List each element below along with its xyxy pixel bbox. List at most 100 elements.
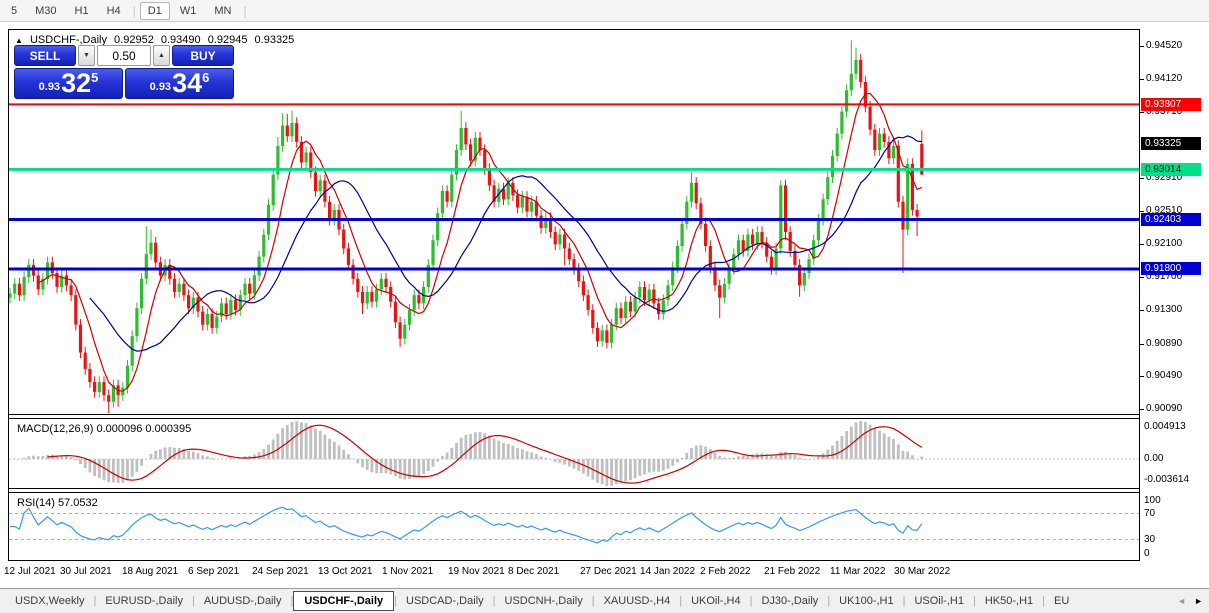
timeframe-button-m30[interactable]: M30 xyxy=(35,4,57,17)
chart-symbol: USDCHF-,Daily xyxy=(29,34,107,46)
price-axis-tick: 0.92510 xyxy=(1139,204,1183,216)
rsi-axis-tick: 0 xyxy=(1144,548,1150,559)
rsi-label: RSI(14) 57.0532 xyxy=(17,497,98,509)
chart-frame: ▲ USDCHF-,Daily 0.92952 0.93490 0.92945 … xyxy=(8,29,1140,561)
macd-axis-tick: 0.00 xyxy=(1144,453,1164,465)
buy-price-base: 0.93 xyxy=(149,81,172,93)
tab-separator: | xyxy=(1042,595,1045,607)
buy-button[interactable]: BUY xyxy=(172,45,234,66)
timeframe-button-mn[interactable]: MN xyxy=(214,4,232,17)
buy-price-pips: 34 xyxy=(172,68,203,98)
tab-scroll-arrows: ◄ ► xyxy=(1177,596,1209,606)
tab-usdcad-daily[interactable]: USDCAD-,Daily xyxy=(406,595,484,607)
date-axis-label: 19 Nov 2021 xyxy=(448,566,505,577)
price-axis-tick: 0.92100 xyxy=(1139,238,1183,250)
tab-xauusd-h4[interactable]: XAUUSD-,H4 xyxy=(603,595,671,607)
tab-dj30-daily[interactable]: DJ30-,Daily xyxy=(761,595,819,607)
spread-increase-button[interactable]: ▲ xyxy=(153,45,170,66)
date-axis-label: 30 Jul 2021 xyxy=(60,566,112,577)
rsi-indicator-svg[interactable] xyxy=(9,493,1139,560)
price-axis-tick: 0.91300 xyxy=(1139,303,1183,315)
timeframe-button-5[interactable]: 5 xyxy=(11,4,18,17)
tab-separator: | xyxy=(972,595,976,607)
rsi-axis-tick: 30 xyxy=(1144,533,1156,545)
tab-separator: | xyxy=(749,595,753,607)
date-axis-label: 8 Dec 2021 xyxy=(508,566,560,577)
ohlc-close: 0.93325 xyxy=(254,34,295,46)
buy-price-box[interactable]: 0.93 34 6 xyxy=(125,68,234,99)
date-axis[interactable]: 12 Jul 2021 30 Jul 2021 18 Aug 2021 6 Sep 2… xyxy=(0,561,1209,588)
volume-input[interactable] xyxy=(97,45,151,66)
tab-separator: | xyxy=(902,595,906,607)
panel-separator[interactable] xyxy=(9,488,1139,493)
tab-scroll-right-icon[interactable]: ► xyxy=(1194,596,1203,606)
chart-tab-bar: USDX,Weekly | EURUSD-,Daily | AUDUSD-,Daily |… xyxy=(0,588,1209,613)
tab-overflow[interactable]: EU xyxy=(1053,595,1070,607)
price-axis-tick: 0.94120 xyxy=(1139,72,1183,84)
tab-usdchf-daily[interactable]: USDCHF-,Daily xyxy=(293,591,395,611)
date-axis-label: 30 Mar 2022 xyxy=(894,566,951,577)
date-axis-label: 11 Mar 2022 xyxy=(830,566,886,577)
tab-ukoil-h4[interactable]: UKOil-,H4 xyxy=(691,595,741,607)
macd-indicator-svg[interactable] xyxy=(9,419,1139,488)
buy-price-point: 6 xyxy=(202,70,210,85)
price-axis-tick: 0.90490 xyxy=(1139,370,1183,382)
price-axis-tick: 0.93710 xyxy=(1139,106,1183,118)
rsi-axis-tick: 70 xyxy=(1144,507,1156,519)
timeframe-toolbar: 5 M30 H1 H4 | D1 W1 MN | xyxy=(0,0,1209,22)
tab-separator: | xyxy=(827,595,831,607)
price-axis-tick: 0.91700 xyxy=(1139,271,1183,283)
date-axis-label: 2 Feb 2022 xyxy=(700,566,751,577)
tab-separator: | xyxy=(290,595,294,607)
sell-button[interactable]: SELL xyxy=(14,45,76,66)
tab-separator: | xyxy=(679,595,683,607)
price-level-chip: 0.93325 xyxy=(1141,137,1201,151)
timeframe-button-d1[interactable]: D1 xyxy=(139,1,170,20)
candlestick-chart-svg[interactable] xyxy=(9,30,1139,414)
tab-usoil-h1[interactable]: USOil-,H1 xyxy=(914,595,964,607)
sell-price-base: 0.93 xyxy=(38,81,61,93)
tab-uk100-h1[interactable]: UK100-,H1 xyxy=(839,595,894,607)
tab-usdx-weekly[interactable]: USDX,Weekly xyxy=(15,595,85,607)
collapse-arrow-icon[interactable]: ▲ xyxy=(15,36,23,45)
tab-eurusd-daily[interactable]: EURUSD-,Daily xyxy=(105,595,183,607)
date-axis-label: 27 Dec 2021 xyxy=(580,566,637,577)
tab-scroll-left-icon[interactable]: ◄ xyxy=(1177,596,1187,606)
price-axis-tick: 0.92910 xyxy=(1139,171,1183,183)
date-axis-label: 12 Jul 2021 xyxy=(4,566,56,577)
ohlc-open: 0.92952 xyxy=(114,34,154,46)
price-level-chip: 0.93807 xyxy=(1141,97,1201,111)
spread-decrease-button[interactable]: ▼ xyxy=(78,45,95,66)
sell-price-pips: 32 xyxy=(61,68,92,98)
tab-separator: | xyxy=(93,595,97,607)
price-axis-tick: 0.90890 xyxy=(1139,337,1183,349)
price-axis-tick: 0.90090 xyxy=(1139,403,1183,415)
sell-price-box[interactable]: 0.93 32 5 xyxy=(14,68,123,99)
macd-axis-tick: 0.004913 xyxy=(1144,421,1186,432)
date-axis-label: 24 Sep 2021 xyxy=(252,566,309,577)
tab-separator: | xyxy=(492,595,496,607)
tab-usdcnh-daily[interactable]: USDCNH-,Daily xyxy=(504,595,583,607)
tab-hk50-h1[interactable]: HK50-,H1 xyxy=(984,595,1034,607)
timeframe-button-w1[interactable]: W1 xyxy=(179,4,197,17)
tab-audusd-daily[interactable]: AUDUSD-,Daily xyxy=(203,595,282,607)
rsi-axis-tick: 100 xyxy=(1144,495,1161,506)
price-axis[interactable]: 0.94520 0.94120 0.93710 0.92910 0.92510 0.921… xyxy=(1139,22,1209,588)
tab-separator: | xyxy=(591,595,595,607)
date-axis-label: 21 Feb 2022 xyxy=(764,566,821,577)
sell-price-point: 5 xyxy=(91,70,99,85)
timeframe-button-h4[interactable]: H4 xyxy=(106,4,121,17)
toolbar-separator: | xyxy=(243,3,247,18)
date-axis-label: 6 Sep 2021 xyxy=(188,566,240,577)
date-axis-label: 14 Jan 2022 xyxy=(640,566,696,577)
date-axis-label: 1 Nov 2021 xyxy=(382,566,434,577)
timeframe-button-h1[interactable]: H1 xyxy=(74,4,89,17)
tab-separator: | xyxy=(394,595,398,607)
chart-title: ▲ USDCHF-,Daily 0.92952 0.93490 0.92945 … xyxy=(15,34,298,46)
date-axis-label: 13 Oct 2021 xyxy=(318,566,373,577)
date-axis-label: 18 Aug 2021 xyxy=(122,566,179,577)
price-level-chip: 0.91800 xyxy=(1141,262,1201,276)
panel-separator[interactable] xyxy=(9,414,1139,419)
chevron-up-icon: ▲ xyxy=(158,52,165,59)
